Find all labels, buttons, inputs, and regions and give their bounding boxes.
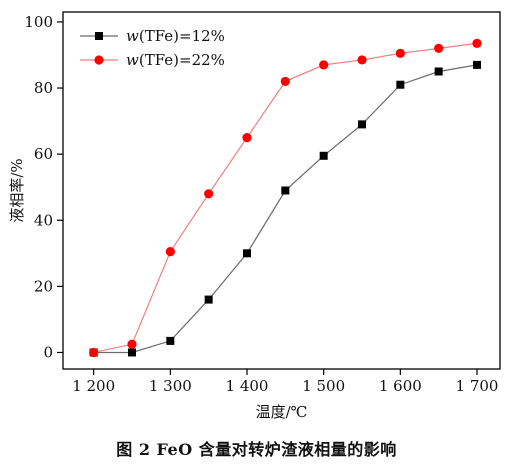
series-2-point	[319, 60, 329, 70]
series-line-2	[93, 42, 478, 354]
y-tick-label: 80	[34, 79, 53, 97]
x-tick-label: 1 600	[379, 377, 422, 395]
legend-marker-1	[95, 32, 103, 40]
series-2-point	[127, 339, 137, 349]
series-2-point	[357, 55, 367, 65]
series-2-point	[242, 133, 252, 143]
y-tick-label: 20	[34, 277, 53, 295]
x-tick-label: 1 300	[149, 377, 192, 395]
x-tick-label: 1 700	[456, 377, 499, 395]
y-tick-label: 40	[34, 211, 53, 229]
series-1-point	[243, 249, 251, 258]
legend-label-2: w(TFe)=22%	[126, 51, 225, 69]
series-2-point	[280, 76, 290, 87]
series-2-point	[395, 48, 405, 58]
y-tick-label: 0	[43, 343, 53, 361]
figure-caption: 图 2 FeO 含量对转炉渣液相量的影响	[116, 440, 397, 459]
series-1-point	[166, 336, 175, 345]
series-2-point	[89, 347, 99, 358]
series-1-point	[434, 67, 443, 76]
x-axis-title: 温度/℃	[256, 403, 308, 421]
series-1-point	[473, 60, 481, 69]
plot-frame	[62, 11, 501, 370]
series-2-point	[165, 247, 175, 257]
series-2-point	[434, 43, 444, 53]
x-tick-label: 1 500	[302, 377, 345, 395]
y-tick-label: 100	[24, 13, 53, 31]
x-tick-label: 1 200	[72, 377, 115, 395]
y-axis-title: 液相率/%	[8, 158, 26, 222]
series-1-point	[319, 151, 328, 160]
legend-label-1: w(TFe)=12%	[126, 27, 225, 45]
x-tick-label: 1 400	[226, 377, 269, 395]
series-1-point	[128, 348, 136, 357]
legend-marker-2	[94, 55, 104, 65]
y-tick-label: 60	[34, 145, 53, 163]
series-2-point	[204, 189, 214, 199]
series-1-point	[396, 80, 405, 89]
series-line-1	[93, 64, 478, 354]
series-2-point	[472, 38, 482, 49]
series-1-point	[358, 120, 366, 129]
series-1-point	[281, 186, 290, 195]
series-1-point	[204, 295, 213, 304]
